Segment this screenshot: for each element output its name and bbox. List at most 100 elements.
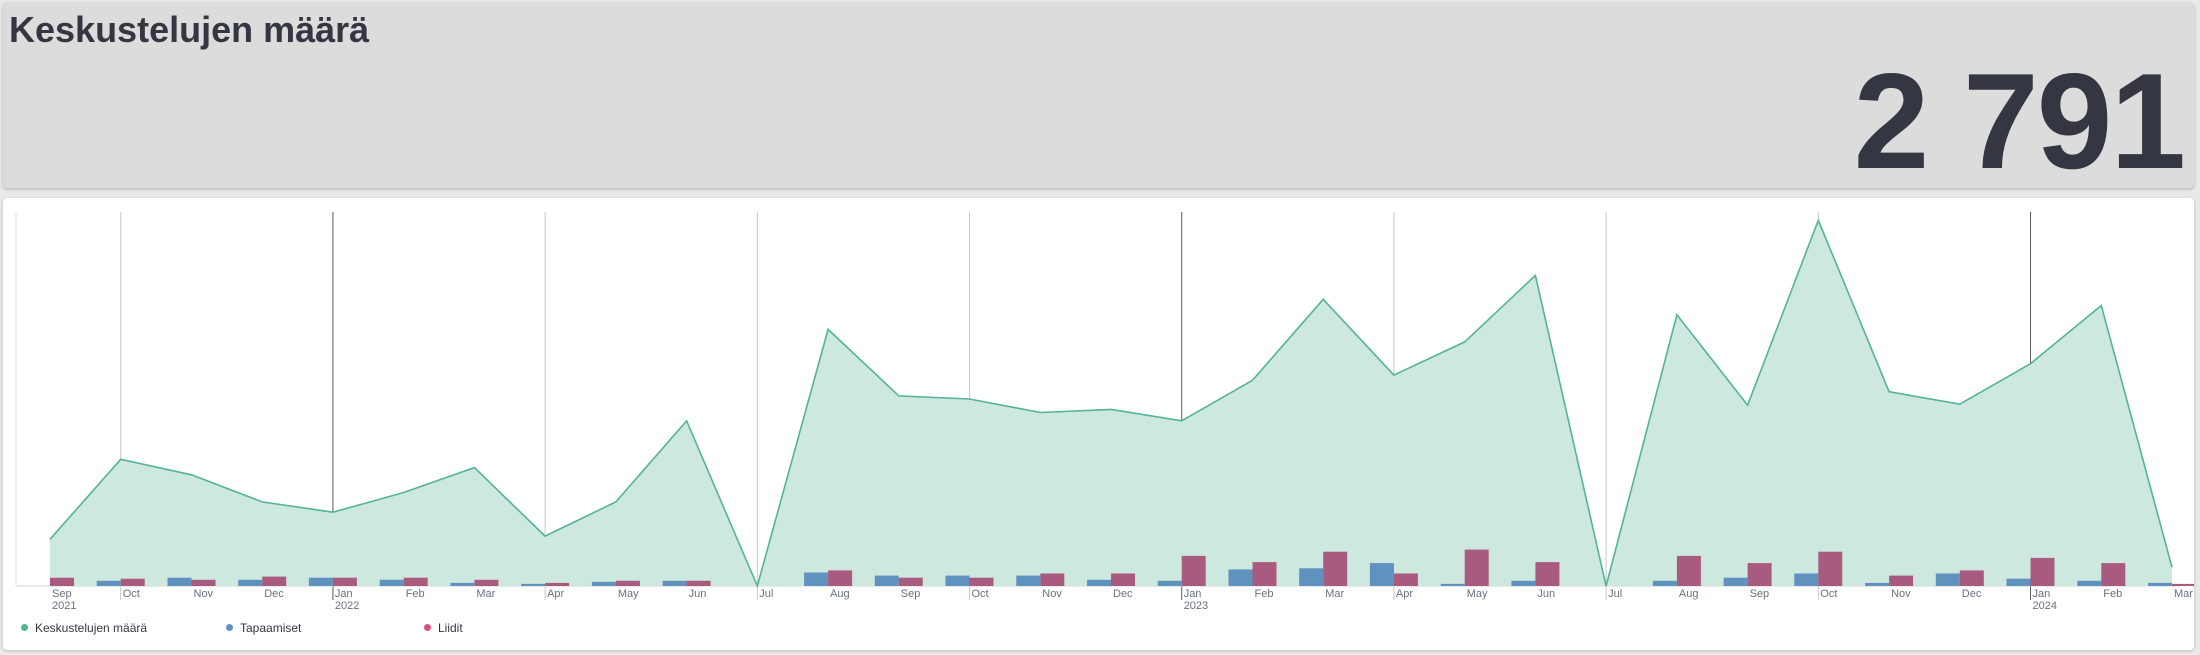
x-tick-label: Dec [1113,588,1133,600]
bar-tapaamiset [591,581,616,586]
bar-tapaamiset [238,579,263,586]
bar-liidit [2101,563,2126,586]
x-tick-label: Sep [1750,588,1770,600]
bar-tapaamiset [1723,577,1748,586]
bar-tapaamiset [2077,580,2102,586]
bar-tapaamiset [1087,579,1111,586]
x-tick-label: Aug [1679,588,1699,600]
bar-tapaamiset [1935,573,1960,586]
x-tick-label: Jul [759,588,773,600]
legend-item-tapaamiset[interactable]: Tapaamiset [226,621,301,635]
bar-liidit [1393,573,1418,586]
x-tick-label: Aug [830,588,850,600]
x-tick-label: Mar [476,588,495,600]
x-tick-year: 2021 [52,600,76,612]
bar-tapaamiset [662,580,687,586]
legend-dot-icon [21,624,28,632]
bar-tapaamiset [1865,582,1890,586]
bar-liidit [1323,551,1348,586]
x-tick-year: 2022 [335,600,359,612]
x-tick-label: May [618,588,639,600]
metric-title: Keskustelujen määrä [9,9,370,50]
bar-liidit [1535,562,1560,586]
bar-liidit [2172,583,2194,586]
bar-liidit [2030,557,2055,586]
legend-label: Liidit [438,621,463,635]
x-tick-label: Oct [1820,588,1837,600]
bar-liidit [1252,562,1277,586]
bar-liidit [1889,575,1914,586]
bar-liidit [50,577,74,586]
bar-liidit [262,576,287,586]
bar-liidit [403,577,428,586]
bar-series [50,549,2194,586]
bar-liidit [332,577,357,586]
bar-tapaamiset [2006,578,2031,586]
bar-liidit [1959,570,1984,586]
bar-liidit [1111,573,1135,586]
x-tick-label: Dec [1962,588,1982,600]
legend-dot-icon [226,624,233,632]
metric-card: Keskustelujen määrä 2 791 [3,3,2194,197]
x-tick-label: Nov [1891,588,1911,600]
bar-tapaamiset [521,583,546,586]
x-tick-label: Jun [689,588,707,600]
legend-label: Tapaamiset [240,621,302,635]
bar-tapaamiset [1511,580,1536,586]
legend-item-liidit[interactable]: Liidit [424,621,463,635]
bar-tapaamiset [2148,582,2172,586]
x-tick-label: Mar [1325,588,1344,600]
bar-tapaamiset [96,580,121,586]
bar-tapaamiset [1440,583,1465,586]
legend-dot-icon [424,624,431,632]
bar-tapaamiset [167,577,192,586]
x-tick-label: Jan [335,588,353,600]
x-tick-label: Mar [2174,588,2193,600]
chart-panel: Sep 2021 Oct Nov Dec Jan 2022 Feb Mar Apr May Jun Ju… [3,198,2194,650]
x-tick-label: Dec [264,588,284,600]
x-tick-label: Apr [1396,588,1413,600]
bar-liidit [615,580,640,586]
bar-tapaamiset [874,575,899,586]
bar-liidit [1818,551,1843,586]
bar-tapaamiset [1369,563,1394,586]
bar-liidit [545,582,570,586]
bar-liidit [474,579,499,586]
bar-liidit [1181,555,1206,586]
bar-tapaamiset [1299,568,1324,586]
bar-tapaamiset [308,577,333,586]
bar-liidit [969,577,994,586]
legend-label: Keskustelujen määrä [35,621,148,635]
bar-tapaamiset [1794,573,1819,586]
x-tick-label: Jan [1184,588,1202,600]
bar-liidit [686,580,711,586]
area-series [49,218,2173,589]
bar-liidit [1040,573,1065,586]
bar-tapaamiset [1157,580,1182,586]
bar-liidit [1747,563,1772,586]
x-tick-label: Feb [1255,588,1274,600]
x-tick-label: Apr [547,588,564,600]
bar-liidit [120,578,145,586]
area-fill [50,220,2172,587]
bar-tapaamiset [1228,569,1253,586]
metric-value: 2 791 [1853,45,2186,197]
x-tick-label: Jun [1537,588,1555,600]
x-tick-label: Jan [2033,588,2051,600]
legend-item-keskustelut[interactable]: Keskustelujen määrä [21,621,147,635]
area-line [49,218,2173,589]
x-tick-label: Nov [1042,588,1062,600]
bar-liidit [1464,549,1489,586]
bar-liidit [1676,555,1701,586]
x-tick-label: Oct [972,588,989,600]
bar-tapaamiset [804,572,829,586]
bar-tapaamiset [379,579,404,586]
bar-tapaamiset [1652,580,1677,586]
x-tick-year: 2024 [2033,600,2057,612]
bar-liidit [828,570,853,586]
x-tick-label: Jul [1608,588,1622,600]
bar-tapaamiset [450,582,475,586]
x-tick-label: May [1467,588,1488,600]
x-tick-label: Feb [406,588,425,600]
